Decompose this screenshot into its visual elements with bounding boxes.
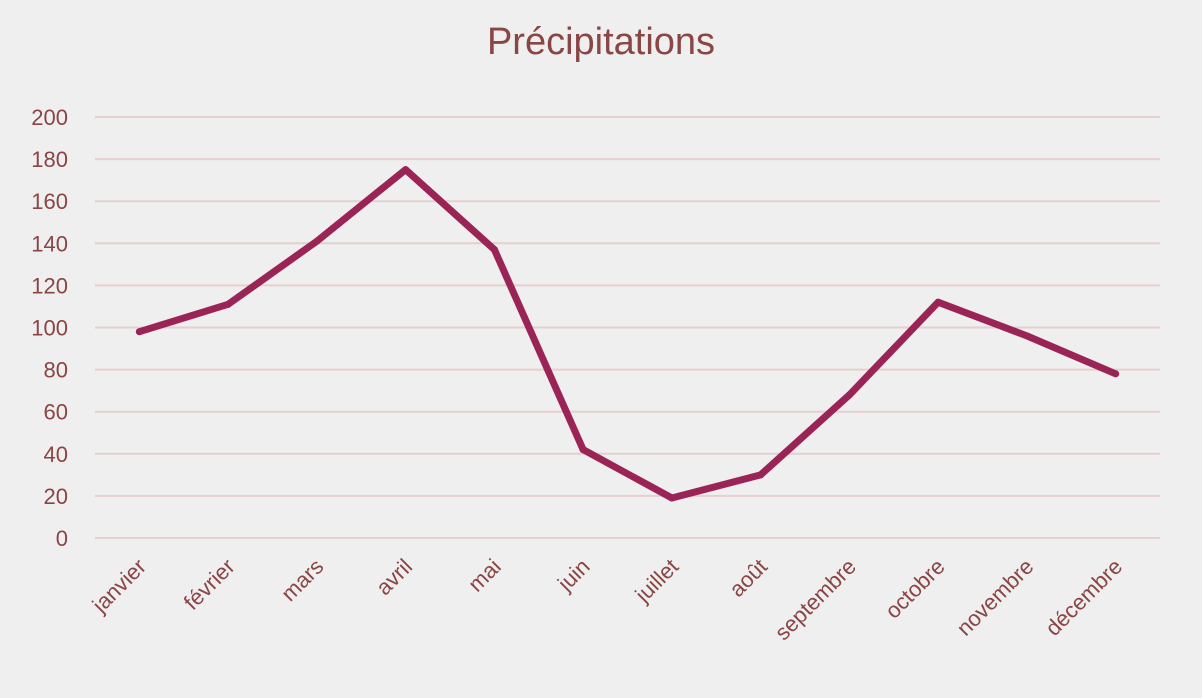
y-tick-label: 40 [44, 442, 68, 467]
y-tick-label: 80 [44, 358, 68, 383]
y-tick-label: 180 [31, 147, 68, 172]
x-tick-label: mai [463, 554, 506, 597]
chart-title: Précipitations [487, 21, 715, 63]
y-tick-label: 160 [31, 189, 68, 214]
y-axis-tick-labels: 0 20 40 60 80 100 120 140 160 180 200 [31, 105, 68, 551]
data-point [845, 391, 853, 399]
data-point [579, 446, 587, 454]
data-point [1023, 332, 1031, 340]
data-point [224, 300, 232, 308]
x-tick-label: septembre [770, 554, 861, 645]
y-tick-label: 140 [31, 231, 68, 256]
y-tick-label: 20 [44, 484, 68, 509]
y-tick-label: 100 [31, 316, 68, 341]
data-point [135, 328, 143, 336]
x-tick-label: juillet [630, 554, 684, 608]
x-tick-label: décembre [1040, 554, 1127, 641]
x-tick-label: octobre [880, 554, 950, 624]
x-axis-tick-labels: janvier février mars avril mai juin juillet aoû… [87, 554, 1127, 645]
x-tick-label: février [179, 554, 240, 615]
series-layer [135, 166, 1120, 502]
data-point [402, 166, 410, 174]
y-tick-label: 60 [44, 400, 68, 425]
data-point [313, 237, 321, 245]
data-point [668, 494, 676, 502]
series-line [135, 166, 1120, 502]
y-tick-label: 120 [31, 273, 68, 298]
x-tick-label: janvier [87, 554, 151, 618]
x-tick-label: mars [276, 554, 328, 606]
y-tick-label: 200 [31, 105, 68, 130]
x-tick-label: juin [552, 554, 595, 597]
x-tick-label: novembre [952, 554, 1039, 641]
x-tick-label: avril [371, 554, 417, 600]
data-point [490, 246, 498, 254]
data-point [1112, 370, 1120, 378]
data-point [934, 298, 942, 306]
data-point [757, 471, 765, 479]
gridlines [95, 116, 1160, 539]
x-tick-label: août [724, 554, 772, 602]
y-tick-label: 0 [56, 526, 68, 551]
